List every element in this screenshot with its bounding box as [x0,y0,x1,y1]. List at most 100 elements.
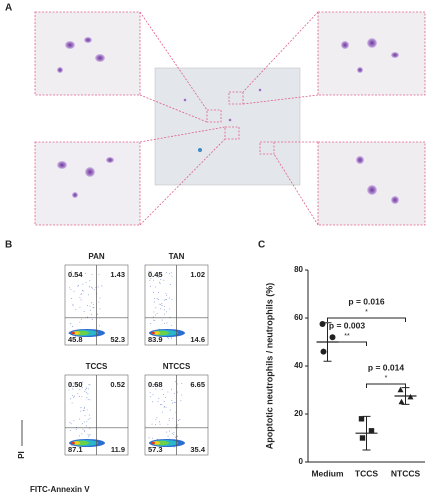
event-dot [78,418,80,420]
event-dot [177,426,179,428]
event-dot [169,409,171,411]
event-dot [97,286,99,288]
event-dot [167,423,169,425]
event-dot [160,308,161,310]
plot-title: TAN [169,252,185,261]
event-dot [156,438,158,440]
event-dot [155,388,157,390]
event-dot [88,435,90,436]
event-dot [173,433,175,435]
event-dot [72,388,74,390]
event-dot [175,402,177,404]
quadrant-value: 11.9 [111,445,125,454]
axis-label: FITC-Annexin V [30,485,90,494]
event-dot [85,389,86,391]
event-dot [159,283,161,285]
event-dot [167,336,169,338]
event-dot [77,382,79,383]
data-point [407,393,414,400]
event-dot [160,404,162,405]
event-dot [155,307,157,309]
event-dot [155,382,156,383]
event-dot [85,281,87,283]
event-dot [163,299,165,301]
event-dot [164,406,166,407]
event-dot [86,425,87,427]
event-dot [174,381,176,383]
event-dot [158,397,160,399]
event-dot [168,419,170,421]
data-point [358,416,365,422]
event-dot [165,299,167,301]
event-dot [150,396,151,398]
event-dot [153,279,154,281]
event-dot [78,435,80,437]
significance-stars: * [385,375,388,382]
quadrant-value: 0.52 [110,380,125,389]
event-dot [91,319,93,320]
y-tick-label: 0 [299,457,304,466]
event-dot [171,338,173,340]
event-dot [156,416,158,418]
event-dot [87,294,89,296]
event-dot [80,406,82,408]
event-dot [74,336,76,338]
p-value: p = 0.014 [368,362,404,372]
event-dot [81,289,83,291]
event-dot [73,420,75,421]
event-dot [89,434,91,435]
event-dot [72,305,74,307]
quadrant-value: 1.43 [110,270,125,279]
event-dot [79,321,81,323]
event-dot [91,287,93,289]
event-dot [76,385,78,387]
event-dot [68,389,70,391]
event-dot [173,446,175,448]
event-dot [80,294,82,295]
event-dot [157,298,159,300]
event-dot [87,398,89,400]
event-dot [88,436,90,438]
event-dot [87,393,89,395]
event-dot [151,437,153,439]
event-dot [78,284,79,286]
event-dot [82,423,84,425]
event-dot [173,431,175,433]
event-dot [93,303,94,305]
event-dot [171,388,172,390]
event-dot [70,430,71,431]
event-dot [153,311,155,313]
event-dot [77,285,79,287]
event-dot [150,323,152,324]
event-dot [167,391,169,393]
event-dot [170,336,172,338]
event-dot [82,428,84,430]
event-dot [166,311,168,313]
event-dot [69,422,71,424]
event-dot [86,396,88,398]
event-dot [152,394,154,396]
event-dot [154,320,156,321]
density [71,331,75,335]
event-dot [165,397,166,399]
event-dot [70,398,72,400]
event-dot [169,430,170,432]
event-dot [178,420,179,421]
event-dot [92,306,94,308]
event-dot [172,417,174,419]
event-dot [84,430,85,432]
event-dot [89,305,91,307]
event-dot [86,387,88,389]
event-dot [72,395,74,396]
event-dot [150,286,151,288]
event-dot [97,313,98,315]
event-dot [163,394,164,395]
event-dot [91,286,93,288]
event-dot [152,275,154,277]
event-dot [166,322,168,324]
event-dot [89,280,91,282]
event-dot [155,286,157,288]
event-dot [156,298,158,300]
event-dot [163,406,165,408]
